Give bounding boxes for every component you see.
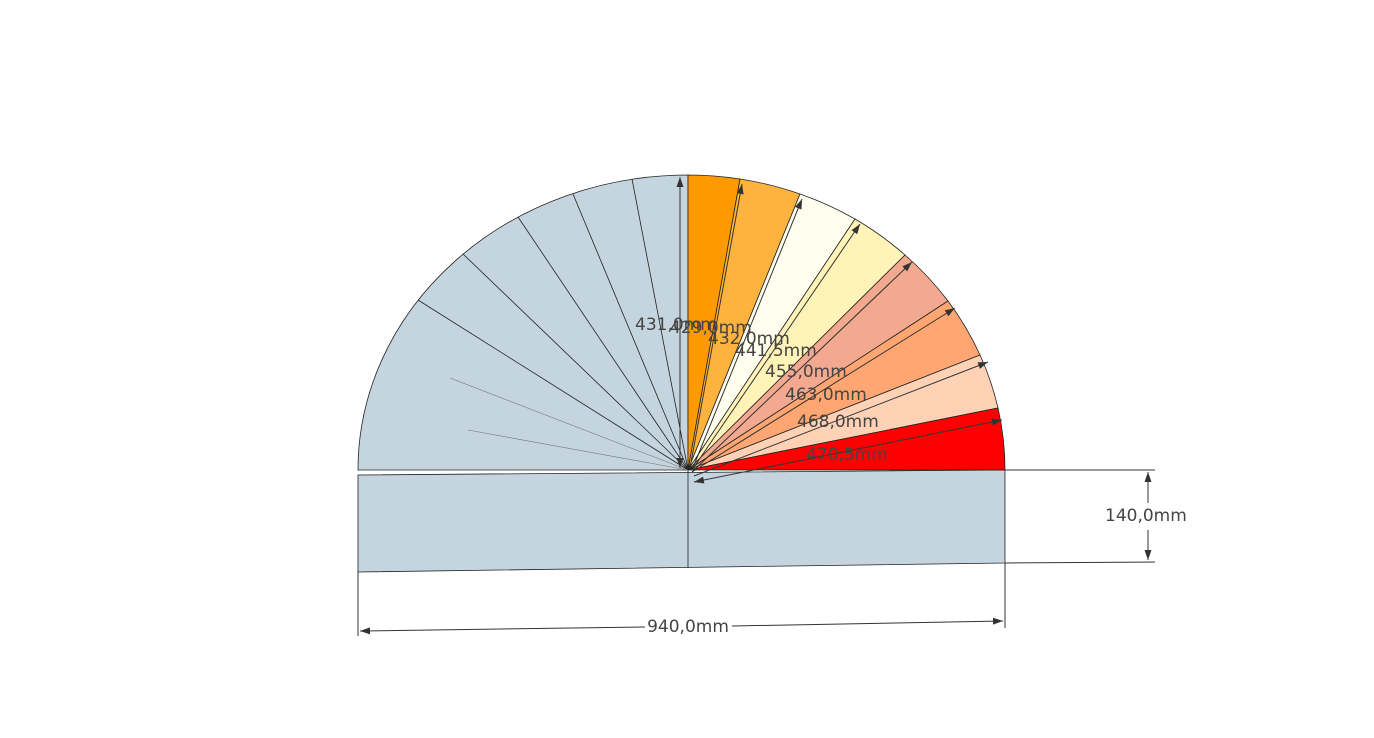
left-wedges [357, 174, 689, 471]
radius-arrows [676, 177, 1003, 484]
width-label: 940,0mm [647, 617, 729, 637]
height-label: 140,0mm [1105, 506, 1187, 526]
radius-label: 463,0mm [785, 385, 867, 405]
radius-label: 441,5mm [735, 341, 817, 361]
radius-label: 468,0mm [797, 412, 879, 432]
radius-label: 455,0mm [765, 362, 847, 382]
base [357, 469, 1006, 573]
radius-label: 431,0mm [635, 315, 717, 335]
radius-labels: 431,0mm 429,0mm 432,0mm 441,5mm 455,0mm … [635, 315, 888, 465]
radius-label: 432,0mm [708, 329, 790, 349]
height-dimension: 140,0mm [1004, 469, 1187, 564]
width-dimension: 940,0mm [357, 563, 1006, 637]
radius-label: 429,0mm [670, 318, 752, 338]
radius-label: 470,5mm [806, 445, 888, 465]
